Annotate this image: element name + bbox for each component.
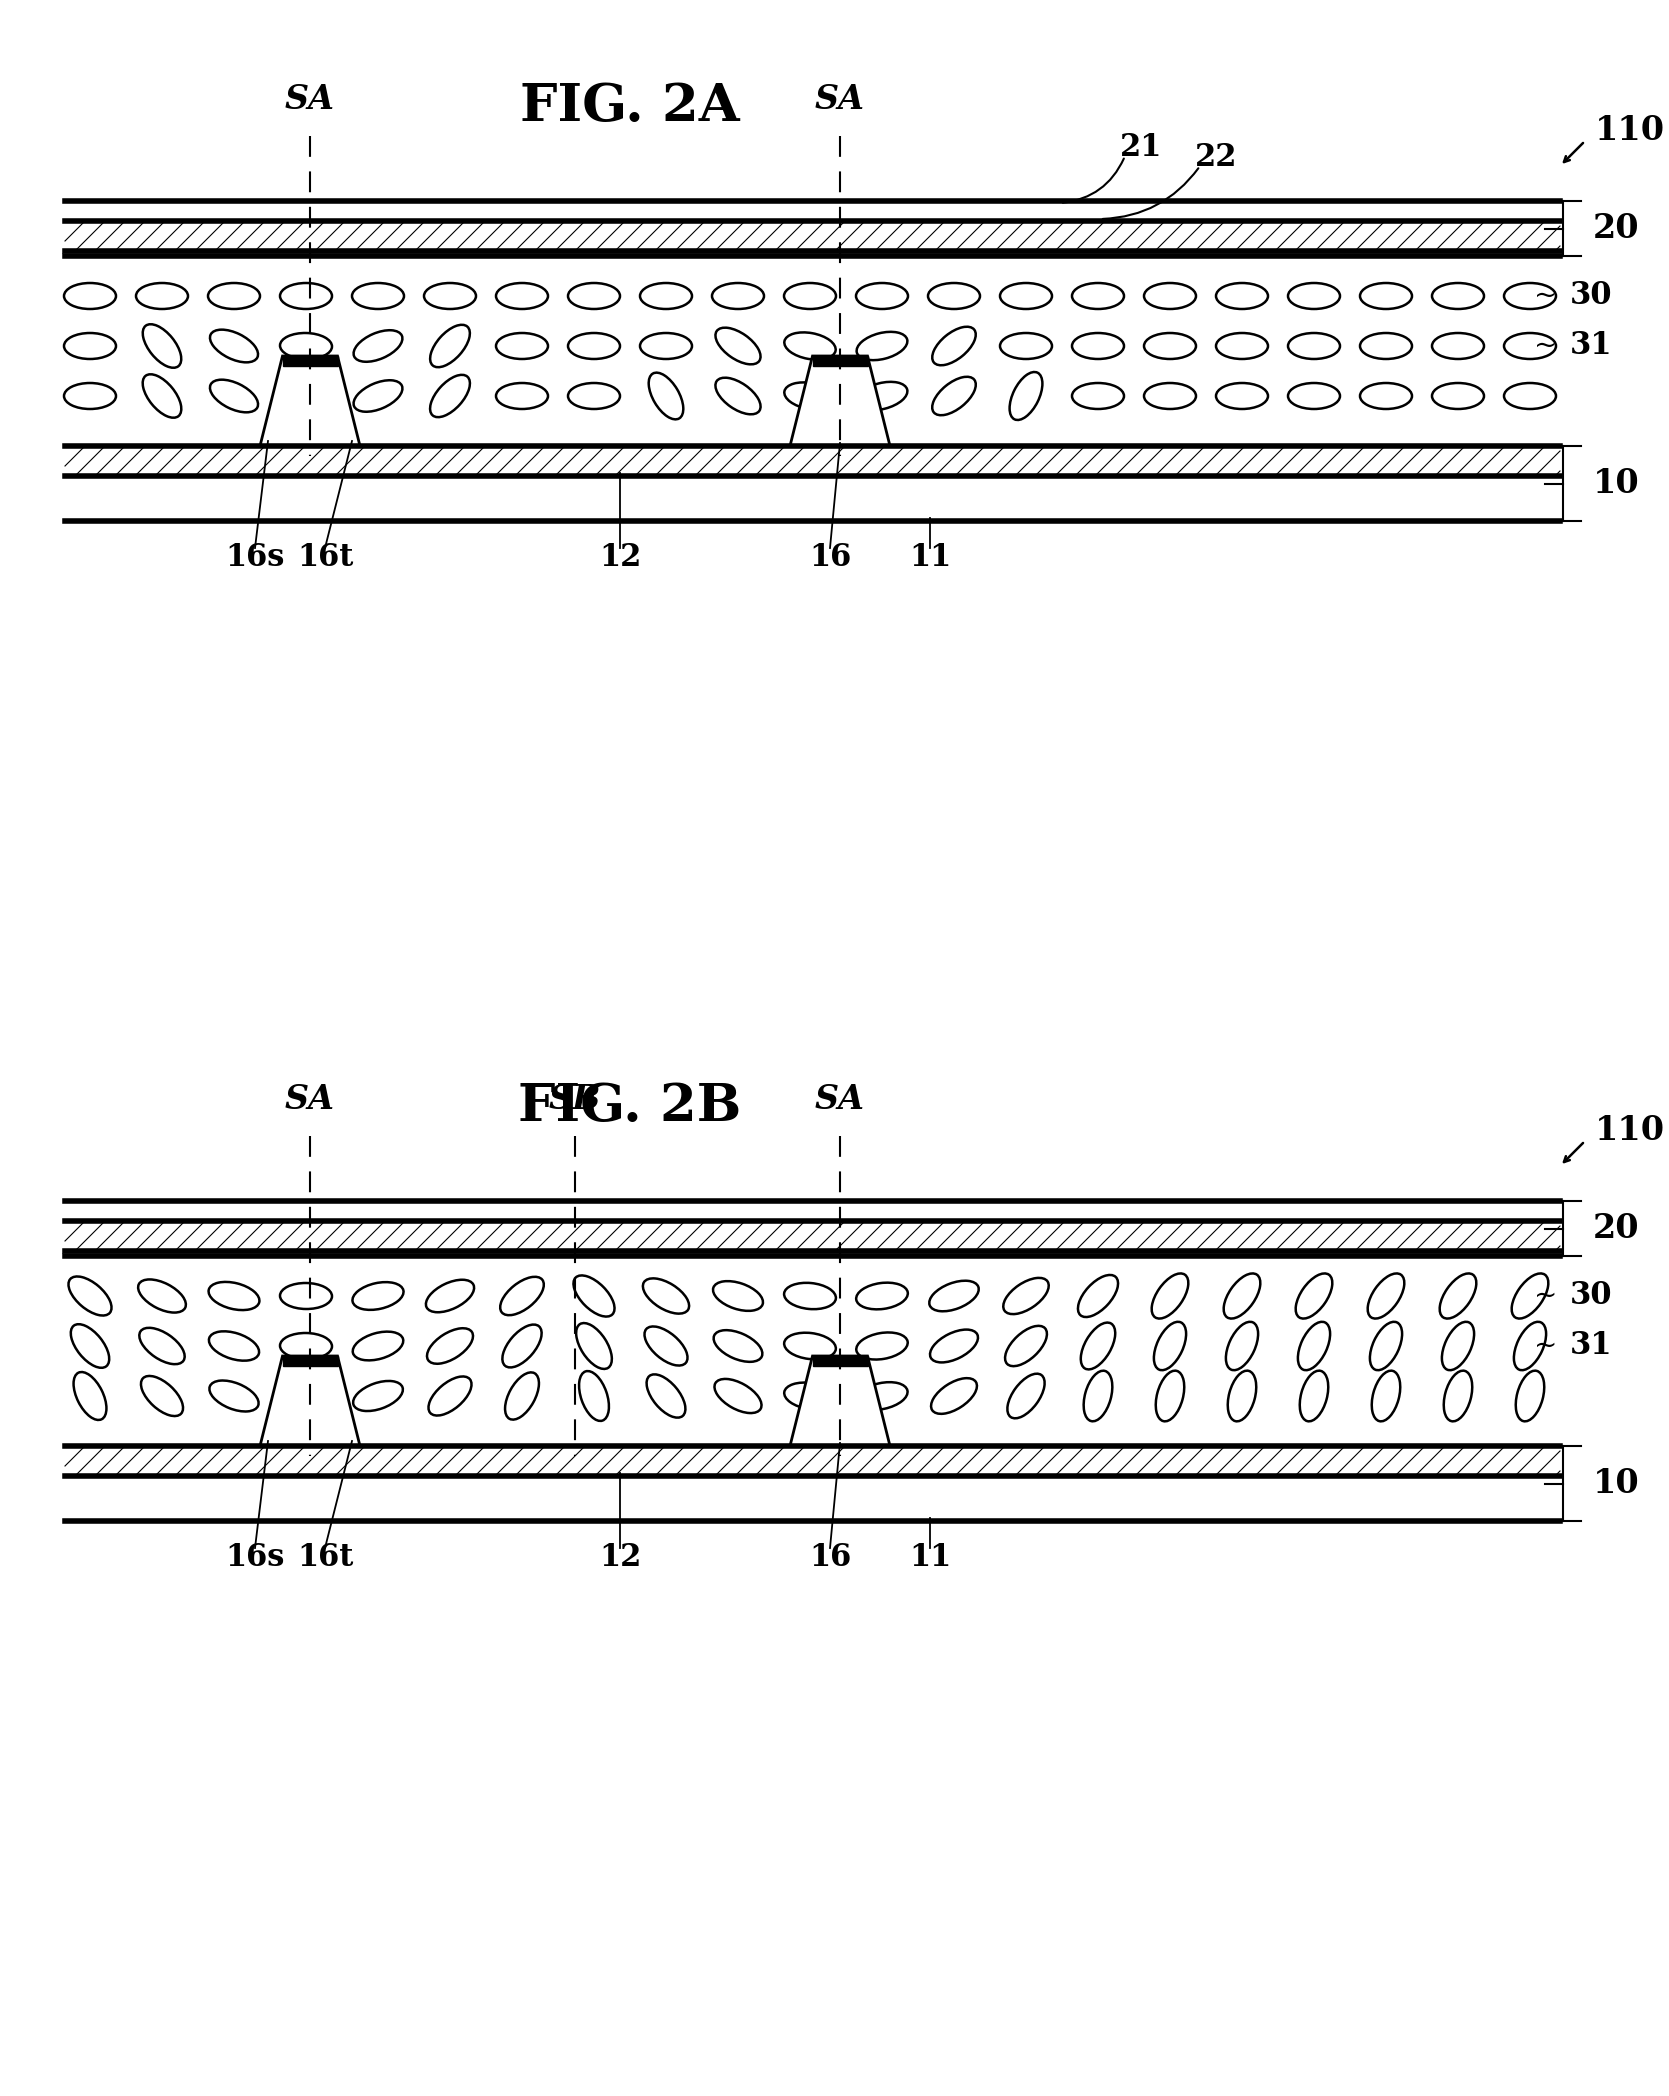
- Text: 10: 10: [1592, 1467, 1639, 1501]
- Polygon shape: [260, 1356, 361, 1446]
- Text: FIG. 2A: FIG. 2A: [521, 80, 739, 132]
- Text: ~: ~: [1534, 1333, 1557, 1360]
- Bar: [282, 1356, 337, 1367]
- Text: ~: ~: [1534, 1283, 1557, 1310]
- Text: 16t: 16t: [297, 1543, 354, 1572]
- Text: SA: SA: [814, 1084, 865, 1115]
- Polygon shape: [260, 356, 361, 446]
- Text: 10: 10: [1592, 467, 1639, 501]
- Text: 31: 31: [1571, 1331, 1612, 1362]
- Text: SB: SB: [549, 1084, 601, 1115]
- Text: 16: 16: [809, 543, 851, 572]
- Text: 110: 110: [1596, 115, 1666, 147]
- Text: SA: SA: [285, 1084, 335, 1115]
- Text: FIG. 2B: FIG. 2B: [519, 1082, 741, 1132]
- Text: 11: 11: [910, 543, 951, 572]
- Text: 21: 21: [1120, 132, 1162, 163]
- Text: 31: 31: [1571, 331, 1612, 361]
- Polygon shape: [789, 1356, 890, 1446]
- Text: 11: 11: [910, 1543, 951, 1572]
- Text: 22: 22: [1195, 143, 1237, 174]
- Text: SA: SA: [285, 84, 335, 115]
- Bar: [282, 356, 337, 367]
- Text: ~: ~: [1534, 333, 1557, 361]
- Text: SA: SA: [814, 84, 865, 115]
- Text: 16: 16: [809, 1543, 851, 1572]
- Text: 12: 12: [599, 1543, 641, 1572]
- Text: 30: 30: [1571, 1281, 1612, 1312]
- Bar: [813, 356, 868, 367]
- Text: 16s: 16s: [225, 1543, 285, 1572]
- Text: ~: ~: [1534, 283, 1557, 310]
- Text: 16s: 16s: [225, 543, 285, 572]
- Bar: [813, 1356, 868, 1367]
- Text: 30: 30: [1571, 281, 1612, 312]
- Text: 20: 20: [1592, 1211, 1639, 1245]
- Text: 20: 20: [1592, 212, 1639, 245]
- Text: 110: 110: [1596, 1115, 1666, 1147]
- Polygon shape: [789, 356, 890, 446]
- Text: 16t: 16t: [297, 543, 354, 572]
- Text: 12: 12: [599, 543, 641, 572]
